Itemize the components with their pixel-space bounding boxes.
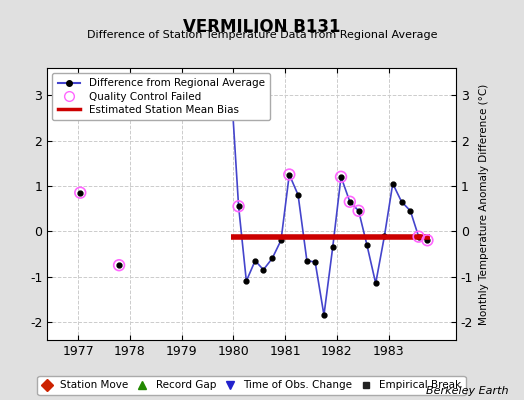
Text: Berkeley Earth: Berkeley Earth: [426, 386, 508, 396]
Point: [346, 198, 354, 205]
Legend: Station Move, Record Gap, Time of Obs. Change, Empirical Break: Station Move, Record Gap, Time of Obs. C…: [38, 376, 465, 395]
Text: VERMILION B131: VERMILION B131: [183, 18, 341, 36]
Y-axis label: Monthly Temperature Anomaly Difference (°C): Monthly Temperature Anomaly Difference (…: [478, 83, 489, 325]
Point: [285, 171, 293, 178]
Point: [76, 190, 84, 196]
Point: [234, 203, 243, 210]
Point: [414, 234, 423, 240]
Point: [115, 262, 123, 268]
Point: [337, 174, 345, 180]
Text: Difference of Station Temperature Data from Regional Average: Difference of Station Temperature Data f…: [87, 30, 437, 40]
Point: [354, 208, 363, 214]
Point: [423, 237, 432, 244]
